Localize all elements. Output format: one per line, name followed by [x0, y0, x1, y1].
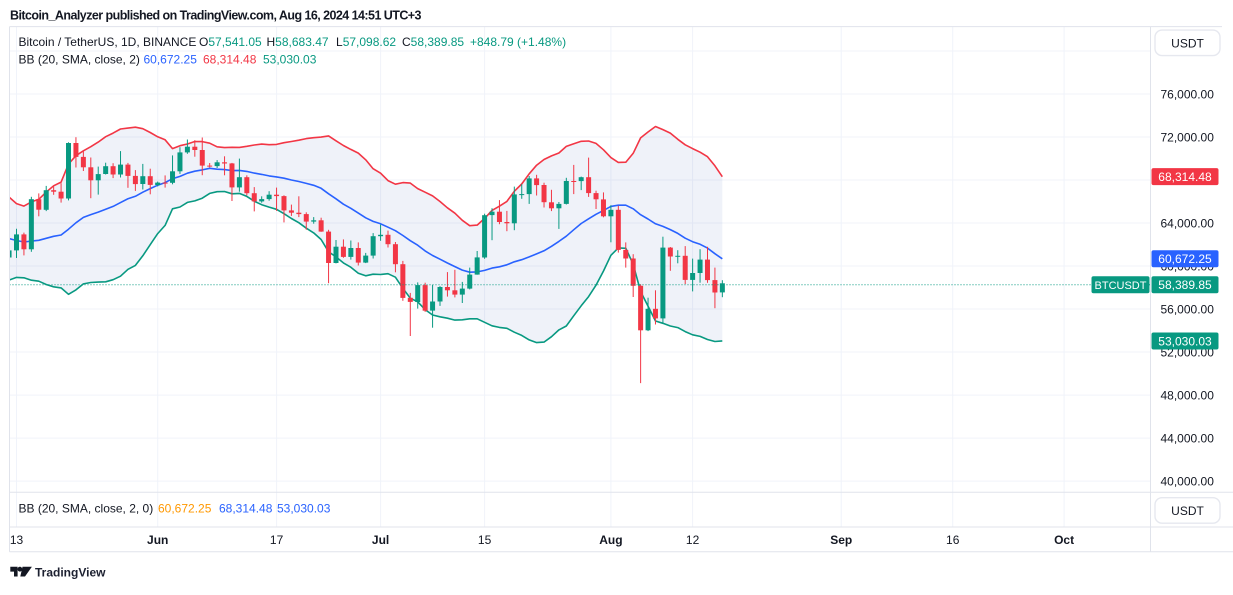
svg-text:16: 16: [946, 533, 960, 547]
svg-text:60,672.25: 60,672.25: [158, 502, 212, 516]
svg-text:BB (20, SMA, close, 2): BB (20, SMA, close, 2): [19, 53, 140, 67]
svg-text:O57,541.05: O57,541.05: [199, 35, 262, 49]
svg-text:TradingView: TradingView: [35, 565, 106, 579]
svg-text:USDT: USDT: [1171, 504, 1204, 518]
svg-text:Bitcoin / TetherUS, 1D, BINANC: Bitcoin / TetherUS, 1D, BINANCE: [19, 35, 197, 49]
svg-text:48,000.00: 48,000.00: [1161, 388, 1215, 402]
svg-text:BB (20, SMA, close, 2, 0): BB (20, SMA, close, 2, 0): [19, 502, 154, 516]
svg-text:13: 13: [10, 533, 24, 547]
svg-text:40,000.00: 40,000.00: [1161, 474, 1215, 488]
svg-text:12: 12: [686, 533, 700, 547]
svg-text:72,000.00: 72,000.00: [1161, 130, 1215, 144]
svg-text:53,030.03: 53,030.03: [1158, 334, 1212, 348]
svg-text:56,000.00: 56,000.00: [1161, 302, 1215, 316]
svg-text:17: 17: [270, 533, 284, 547]
svg-text:53,030.03: 53,030.03: [263, 53, 317, 67]
svg-text:+848.79 (+1.48%): +848.79 (+1.48%): [470, 35, 566, 49]
svg-text:Jun: Jun: [147, 533, 168, 547]
svg-text:68,314.48: 68,314.48: [1158, 170, 1212, 184]
svg-text:15: 15: [478, 533, 492, 547]
svg-text:58,389.85: 58,389.85: [1158, 278, 1212, 292]
svg-text:53,030.03: 53,030.03: [277, 502, 331, 516]
svg-text:C58,389.85: C58,389.85: [402, 35, 464, 49]
svg-text:Oct: Oct: [1054, 533, 1074, 547]
svg-text:L57,098.62: L57,098.62: [336, 35, 396, 49]
svg-text:H58,683.47: H58,683.47: [267, 35, 329, 49]
svg-text:Aug: Aug: [599, 533, 622, 547]
svg-text:USDT: USDT: [1171, 36, 1204, 50]
svg-text:Jul: Jul: [372, 533, 389, 547]
svg-text:Bitcoin_Analyzer published on: Bitcoin_Analyzer published on TradingVie…: [10, 9, 422, 23]
svg-text:60,672.25: 60,672.25: [144, 53, 198, 67]
svg-text:Sep: Sep: [830, 533, 852, 547]
svg-text:68,314.48: 68,314.48: [219, 502, 273, 516]
svg-text:76,000.00: 76,000.00: [1161, 87, 1215, 101]
svg-text:64,000.00: 64,000.00: [1161, 216, 1215, 230]
svg-text:68,314.48: 68,314.48: [203, 53, 257, 67]
svg-text:44,000.00: 44,000.00: [1161, 431, 1215, 445]
svg-text:BTCUSDT: BTCUSDT: [1095, 280, 1147, 292]
svg-text:60,672.25: 60,672.25: [1158, 252, 1212, 266]
